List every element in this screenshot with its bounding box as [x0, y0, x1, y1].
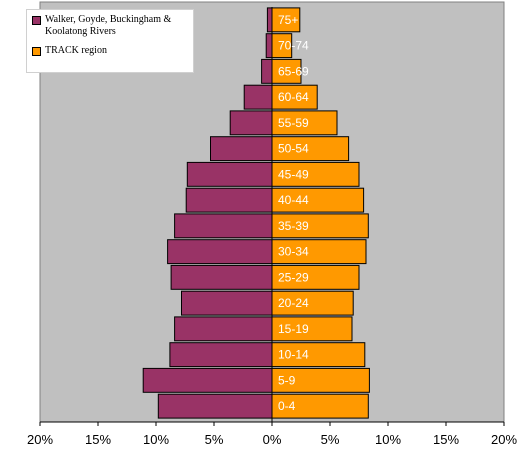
bar-walker-15-19 [174, 316, 273, 342]
age-label-50-54: 50-54 [278, 142, 309, 156]
age-label-20-24: 20-24 [278, 296, 309, 310]
x-tick-label: 0% [263, 432, 282, 447]
bar-walker-10-14 [169, 342, 273, 368]
age-label-30-34: 30-34 [278, 245, 309, 259]
age-label-25-29: 25-29 [278, 270, 309, 284]
x-tick-label: 15% [85, 432, 111, 447]
bar-walker-5-9 [142, 367, 273, 393]
bar-walker-75+ [266, 7, 273, 33]
age-group-labels: 0-4 5-9 10-14 15-19 20-24 25-29 30-34 35-39 40-4… [278, 13, 309, 413]
bar-walker-55-59 [229, 110, 273, 136]
age-label-40-44: 40-44 [278, 193, 309, 207]
legend: Walker, Goyde, Buckingham & Koolatong Ri… [26, 9, 194, 73]
age-label-0-4: 0-4 [278, 399, 296, 413]
bar-walker-20-24 [181, 290, 273, 316]
x-tick-label: 5% [205, 432, 224, 447]
x-tick-label: 10% [143, 432, 169, 447]
bar-walker-0-4 [157, 393, 273, 419]
bar-walker-50-54 [210, 136, 273, 162]
legend-label-track: TRACK region [45, 45, 107, 56]
x-tick-label: 15% [433, 432, 459, 447]
bar-walker-65-69 [261, 58, 273, 84]
x-axis-ticks: 20% 15% 10% 5% 0% 5% 10% 15% 20% [27, 422, 517, 447]
track-series-bars [271, 7, 370, 419]
age-label-55-59: 55-59 [278, 116, 309, 130]
age-label-45-49: 45-49 [278, 167, 309, 181]
bar-walker-25-29 [170, 264, 273, 290]
legend-swatch-walker [32, 16, 41, 25]
age-label-15-19: 15-19 [278, 322, 309, 336]
age-label-5-9: 5-9 [278, 373, 296, 387]
x-tick-label: 20% [27, 432, 53, 447]
age-label-75+: 75+ [278, 13, 298, 27]
bar-walker-45-49 [186, 161, 273, 187]
age-label-65-69: 65-69 [278, 64, 309, 78]
x-tick-label: 5% [321, 432, 340, 447]
age-label-70-74: 70-74 [278, 39, 309, 53]
age-label-10-14: 10-14 [278, 348, 309, 362]
age-label-35-39: 35-39 [278, 219, 309, 233]
age-label-60-64: 60-64 [278, 90, 309, 104]
legend-swatch-track [32, 47, 41, 56]
bar-walker-30-34 [167, 239, 273, 265]
legend-label-walker: Walker, Goyde, Buckingham & Koolatong Ri… [45, 14, 172, 37]
bar-walker-35-39 [174, 213, 273, 239]
legend-entry-walker: Walker, Goyde, Buckingham & Koolatong Ri… [32, 14, 190, 38]
bar-walker-60-64 [243, 84, 273, 110]
bar-walker-70-74 [265, 33, 273, 59]
bar-walker-40-44 [185, 187, 273, 213]
walker-series-bars [142, 7, 273, 419]
legend-entry-track: TRACK region [32, 45, 190, 57]
x-tick-label: 10% [375, 432, 401, 447]
x-tick-label: 20% [491, 432, 517, 447]
